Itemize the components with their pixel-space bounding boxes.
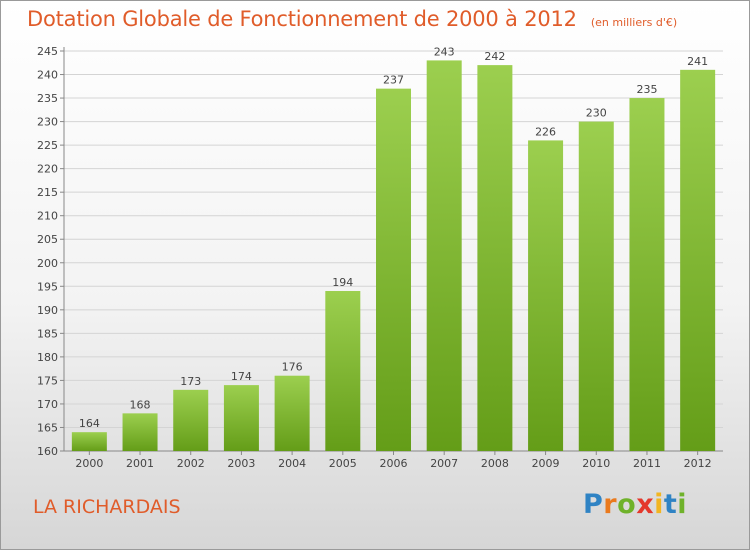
data-label: 235: [636, 83, 657, 96]
y-tick-label: 180: [37, 351, 58, 364]
y-tick-label: 235: [37, 92, 58, 105]
bar: [274, 375, 310, 451]
y-tick-label: 215: [37, 186, 58, 199]
y-tick-label: 175: [37, 374, 58, 387]
bar: [629, 98, 665, 451]
data-label: 194: [332, 276, 353, 289]
y-tick-label: 210: [37, 210, 58, 223]
labels: 160 165 170 175 180 185 190 195 200 205 210 215 220 2…: [37, 45, 712, 470]
chart-title-text: Dotation Globale de Fonctionnement de 20…: [27, 7, 577, 31]
data-label: 230: [586, 107, 607, 120]
bar: [680, 69, 716, 451]
bar: [173, 389, 209, 451]
data-label: 164: [79, 417, 100, 430]
x-tick-label: 2009: [532, 457, 560, 470]
logo-letter: t: [663, 489, 678, 520]
logo-letter: i: [654, 489, 664, 520]
y-tick-label: 185: [37, 327, 58, 340]
y-tick-label: 245: [37, 45, 58, 58]
y-tick-label: 195: [37, 280, 58, 293]
y-tick-label: 190: [37, 304, 58, 317]
y-tick-label: 170: [37, 398, 58, 411]
chart-unit: (en milliers d'€): [590, 16, 678, 29]
chart-title: Dotation Globale de Fonctionnement de 20…: [27, 7, 677, 31]
bar: [122, 413, 158, 451]
y-tick-label: 160: [37, 445, 58, 458]
logo-letter: P: [583, 489, 604, 520]
data-label: 242: [484, 50, 505, 63]
y-tick-label: 165: [37, 421, 58, 434]
commune-name: LA RICHARDAIS: [33, 496, 181, 518]
x-tick-label: 2002: [177, 457, 205, 470]
y-tick-label: 200: [37, 257, 58, 270]
data-label: 173: [180, 375, 201, 388]
bar: [528, 140, 564, 452]
x-tick-label: 2012: [684, 457, 712, 470]
x-tick-label: 2001: [126, 457, 154, 470]
logo-letter: x: [636, 489, 655, 520]
bar: [426, 60, 462, 451]
x-tick-label: 2005: [329, 457, 357, 470]
x-tick-label: 2010: [582, 457, 610, 470]
data-label: 243: [434, 45, 455, 58]
data-label: 241: [687, 55, 708, 68]
x-tick-label: 2007: [430, 457, 458, 470]
logo-letter: i: [677, 489, 688, 520]
x-tick-label: 2006: [380, 457, 408, 470]
x-tick-label: 2004: [278, 457, 306, 470]
x-tick-label: 2003: [227, 457, 255, 470]
bar: [477, 65, 513, 451]
data-label: 237: [383, 74, 404, 87]
data-label: 174: [231, 370, 252, 383]
y-tick-label: 240: [37, 69, 58, 82]
logo-letter: r: [603, 489, 618, 520]
x-tick-label: 2011: [633, 457, 661, 470]
bar: [325, 291, 361, 451]
y-tick-label: 220: [37, 163, 58, 176]
bar: [71, 432, 107, 451]
y-tick-label: 225: [37, 139, 58, 152]
data-label: 226: [535, 125, 556, 138]
data-label: 168: [130, 398, 151, 411]
bar: [376, 88, 411, 451]
x-tick-label: 2008: [481, 457, 509, 470]
bar: [578, 121, 614, 452]
proxiti-logo: Proxiti: [583, 489, 687, 520]
y-tick-label: 230: [37, 116, 58, 129]
bar: [223, 385, 259, 451]
bars: [71, 60, 716, 452]
data-label: 176: [282, 361, 303, 374]
x-tick-label: 2000: [75, 457, 103, 470]
logo-letter: o: [617, 489, 637, 520]
y-tick-label: 205: [37, 233, 58, 246]
